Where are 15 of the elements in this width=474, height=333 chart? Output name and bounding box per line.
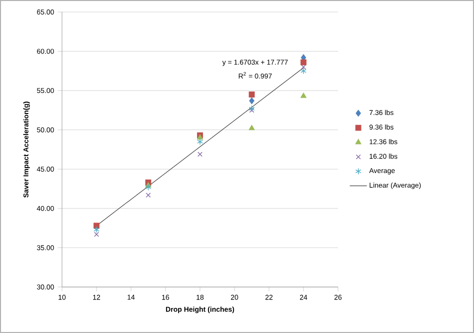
point [94,232,99,237]
point [301,64,306,70]
point [197,138,203,145]
point [300,92,306,98]
point [249,108,254,113]
point [248,124,255,130]
point [248,105,255,112]
point [146,192,151,198]
point [300,59,306,66]
point [248,92,255,98]
point [300,68,306,74]
point [198,152,202,157]
point [94,226,100,233]
point [249,97,254,104]
point [145,184,152,191]
